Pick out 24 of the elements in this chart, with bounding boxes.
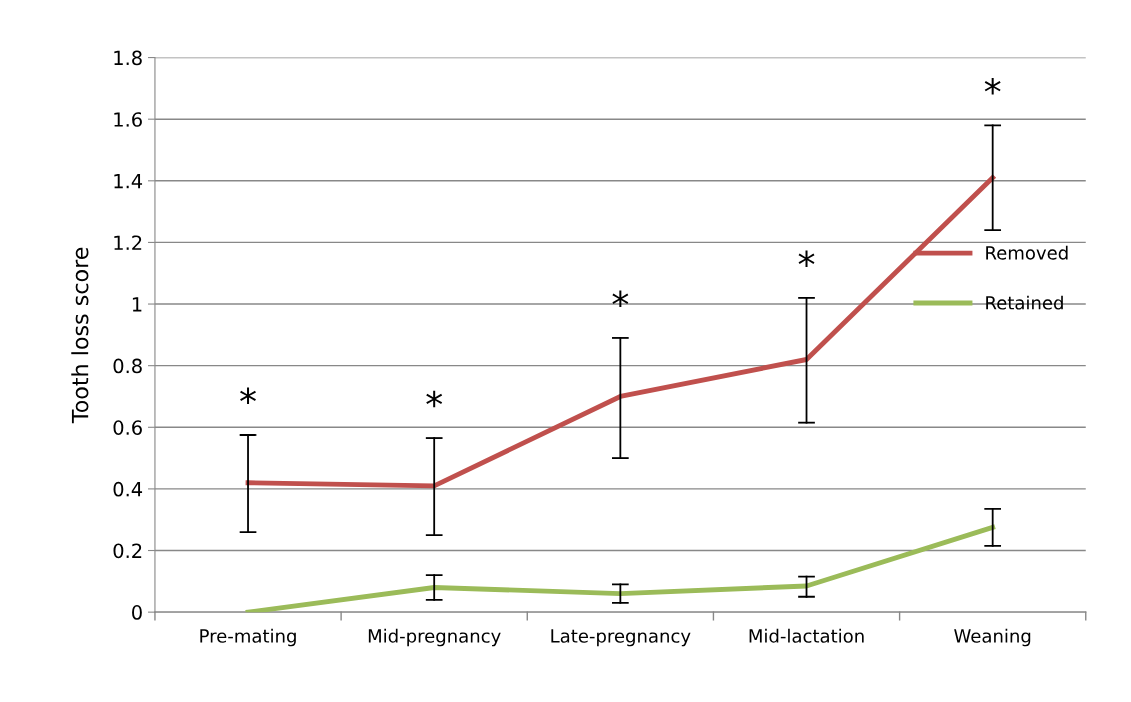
annotation: * — [984, 77, 1001, 95]
y-tick-label: 0.8 — [113, 358, 142, 374]
annotation: * — [426, 390, 443, 408]
line-series — [245, 524, 996, 613]
x-tick-label: Late-pregnancy — [551, 629, 691, 647]
x-tick-label: Pre-mating — [200, 628, 296, 647]
x-tick-label: Mid-pregnancy — [368, 628, 501, 647]
y-tick-label: 1.8 — [114, 50, 142, 66]
y-tick-label: 1 — [132, 297, 142, 312]
y-tick-label: 1.4 — [114, 174, 143, 189]
y-tick-label: 1.6 — [114, 112, 142, 127]
x-tick-label: Mid-lactation — [749, 628, 864, 643]
x-tick-label: Weaning — [954, 628, 1031, 647]
annotation: * — [240, 387, 256, 405]
y-tick-label: 0.6 — [113, 420, 142, 435]
legend-label: Retained — [986, 295, 1063, 310]
annotation: * — [798, 250, 815, 267]
y-tick-label: 0.4 — [113, 481, 143, 497]
y-tick-label: 1.2 — [114, 235, 142, 250]
legend-label: Removed — [986, 245, 1068, 260]
annotation: * — [612, 290, 629, 308]
y-tick-label: 0 — [132, 605, 142, 620]
y-tick-label: 0.2 — [113, 543, 142, 559]
y-axis-title: Tooth loss score — [71, 247, 89, 424]
